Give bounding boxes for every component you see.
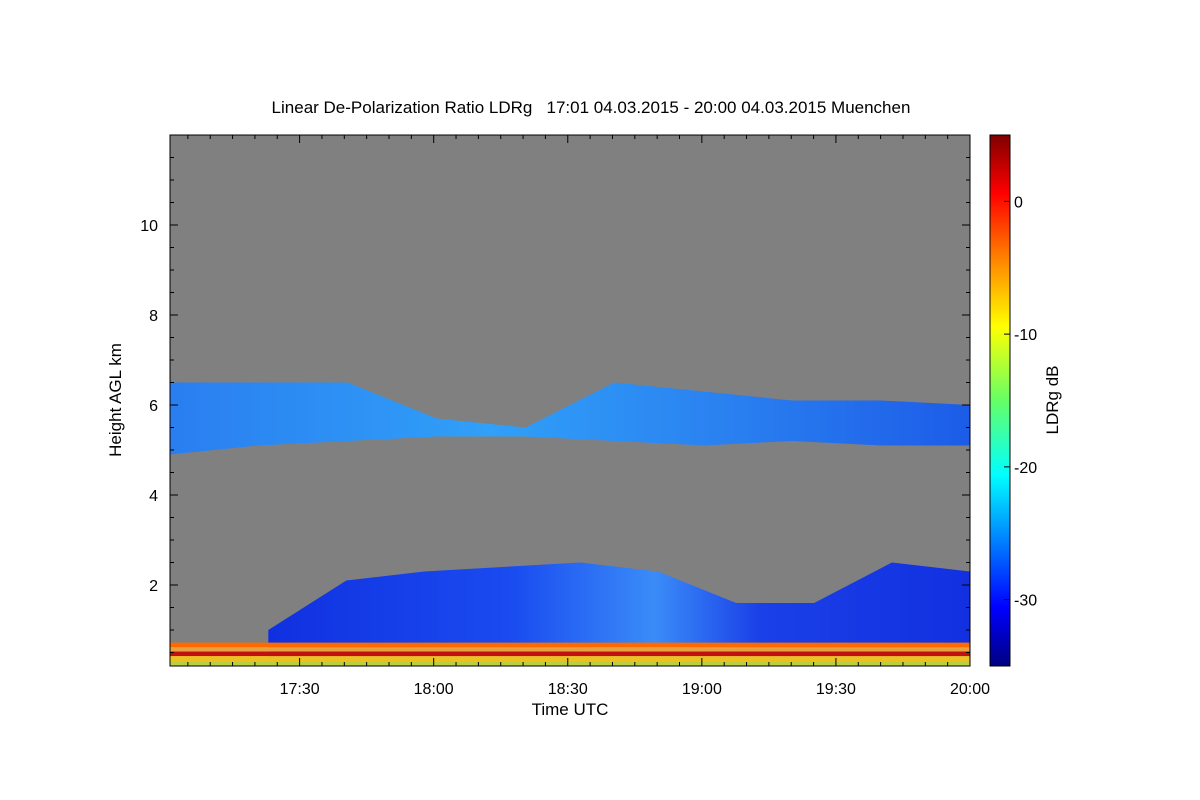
ground-clutter-band-4: [170, 661, 970, 666]
y-tick-label: 10: [140, 218, 158, 235]
x-tick-label: 18:30: [548, 681, 588, 698]
x-axis-ticks: 17:30 18:00 18:30 19:00 19:30 20:00: [187, 135, 990, 698]
colorbar-tick-label: -10: [1014, 327, 1037, 344]
boundary-layer-layer: [268, 562, 970, 662]
ground-clutter-band-3: [170, 656, 970, 662]
data-layers: [170, 382, 970, 666]
x-tick-label: 19:00: [682, 681, 722, 698]
y-tick-label: 6: [149, 398, 158, 415]
colorbar-tick-label: -30: [1014, 593, 1037, 610]
ground-clutter-band-0: [170, 642, 970, 648]
x-tick-label: 18:00: [414, 681, 454, 698]
x-tick-label: 20:00: [950, 681, 990, 698]
x-tick-label: 17:30: [280, 681, 320, 698]
colorbar-tick-label: 0: [1014, 194, 1023, 211]
colorbar-title: LDRg dB: [1043, 366, 1062, 435]
y-axis-ticks: 2 4 6 8 10: [140, 157, 970, 653]
ground-clutter-band-1: [170, 647, 970, 652]
colorbar-ticks: 0 -10 -20 -30: [1004, 194, 1037, 610]
x-axis-title: Time UTC: [532, 700, 609, 719]
colorbar: [989, 134, 1011, 667]
plot-frame: [169, 134, 971, 667]
y-axis-title: Height AGL km: [106, 343, 125, 457]
y-tick-label: 8: [149, 308, 158, 325]
ground-clutter-band-2: [170, 651, 970, 657]
colorbar-tick-label: -20: [1014, 460, 1037, 477]
upper-cloud-layer: [170, 382, 970, 455]
x-tick-label: 19:30: [816, 681, 856, 698]
chart-title: Linear De-Polarization Ratio LDRg 17:01 …: [272, 98, 911, 117]
y-tick-label: 4: [149, 488, 158, 505]
y-tick-label: 2: [149, 578, 158, 595]
